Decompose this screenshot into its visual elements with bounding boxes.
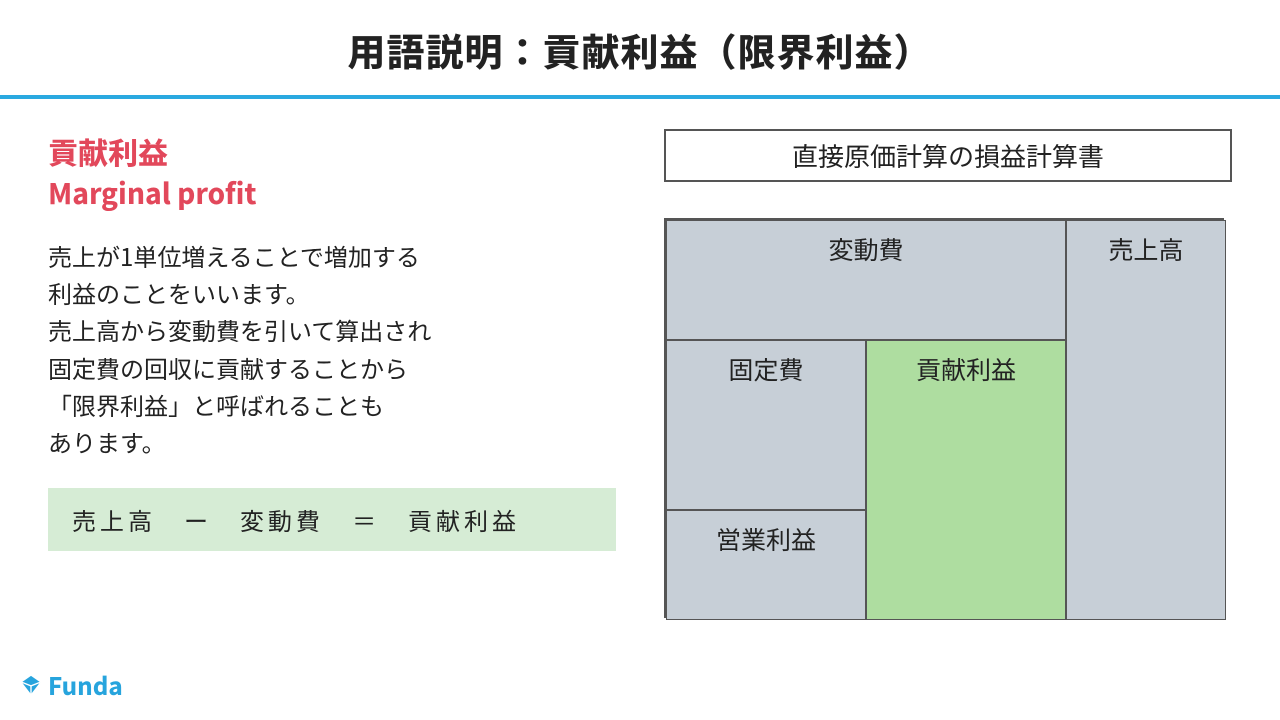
- term-jp: 貢献利益: [48, 129, 616, 173]
- diagram-title: 直接原価計算の損益計算書: [664, 129, 1232, 182]
- right-column: 直接原価計算の損益計算書 変動費売上高 固定費営業利益貢献利益: [664, 129, 1232, 618]
- slide: 用語説明：貢献利益（限界利益） 貢献利益 Marginal profit 売上が…: [0, 0, 1280, 720]
- term-description: 売上が1単位増えることで増加する 利益のことをいいます。 売上高から変動費を引い…: [48, 237, 616, 460]
- diagram-cell: 売上高: [1066, 220, 1226, 620]
- diagram-cell: 変動費: [666, 220, 1066, 340]
- term-en: Marginal profit: [48, 173, 616, 213]
- left-column: 貢献利益 Marginal profit 売上が1単位増えることで増加する 利益…: [48, 129, 616, 618]
- page-title: 用語説明：貢献利益（限界利益）: [0, 0, 1280, 95]
- brand-name: Funda: [48, 667, 123, 702]
- diagram-cell: 固定費: [666, 340, 866, 510]
- diagram-cell: 貢献利益: [866, 340, 1066, 620]
- content-row: 貢献利益 Marginal profit 売上が1単位増えることで増加する 利益…: [0, 99, 1280, 618]
- diagram-cell: 営業利益: [666, 510, 866, 620]
- formula-box: 売上高 ー 変動費 ＝ 貢献利益: [48, 488, 616, 551]
- block-diagram: 変動費売上高 固定費営業利益貢献利益: [664, 218, 1224, 618]
- diamond-icon: [20, 674, 42, 696]
- brand-logo: Funda: [20, 667, 123, 702]
